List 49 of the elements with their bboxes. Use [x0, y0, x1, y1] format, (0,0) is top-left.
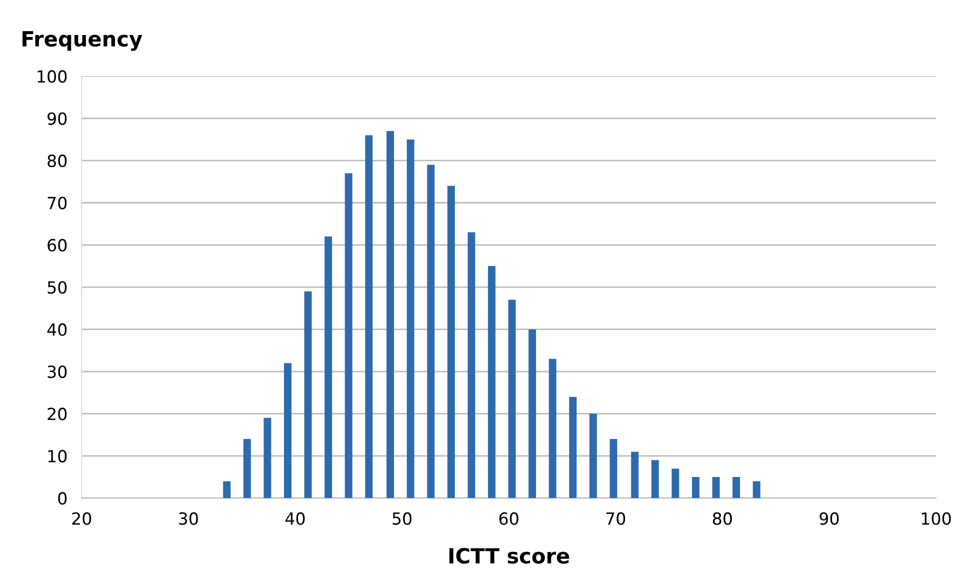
x-tick-label: 90: [820, 512, 839, 525]
bar: [488, 266, 496, 498]
bar: [610, 439, 618, 498]
y-tick-label: 90: [48, 112, 67, 125]
bar: [427, 164, 435, 498]
bar: [324, 236, 332, 498]
bar: [386, 131, 394, 498]
bar: [569, 396, 577, 498]
bar: [651, 460, 659, 498]
bar: [752, 481, 760, 498]
y-axis-title: Frequency: [22, 31, 142, 51]
bar: [631, 452, 639, 498]
x-tick-label: 40: [285, 512, 305, 525]
y-tick-label: 70: [48, 196, 67, 210]
bar: [712, 477, 720, 498]
y-tick-label: 10: [48, 450, 67, 462]
bar: [528, 329, 536, 498]
bar: [468, 232, 476, 498]
y-tick-label: 50: [48, 281, 67, 294]
bar: [264, 418, 272, 498]
x-tick-label: 50: [392, 512, 412, 525]
x-tick-label: 20: [72, 512, 92, 525]
bar: [344, 173, 352, 498]
bar: [284, 363, 292, 498]
y-tick-label: 40: [47, 323, 67, 336]
x-tick-label: 30: [179, 512, 198, 525]
y-tick-label: 30: [48, 365, 67, 378]
bar: [508, 300, 516, 498]
y-tick-label: 20: [48, 408, 67, 420]
y-tick-label: 80: [48, 154, 67, 168]
y-tick-label: 0: [58, 492, 67, 505]
bar: [732, 477, 740, 498]
bar: [548, 358, 556, 498]
bar: [304, 291, 312, 498]
y-tick-label: 60: [48, 238, 67, 252]
x-tick-label: 80: [712, 512, 732, 525]
x-tick-label: 70: [606, 512, 626, 525]
bar: [406, 139, 414, 498]
bar: [365, 135, 373, 498]
bar: [223, 481, 231, 498]
bar: [672, 468, 680, 498]
bar: [447, 186, 455, 498]
bar: [243, 439, 251, 498]
y-tick-label: 100: [38, 70, 67, 83]
x-axis-title: ICTT score: [449, 548, 570, 564]
bar: [589, 414, 597, 498]
x-tick-label: 100: [922, 512, 951, 525]
x-tick-label: 60: [499, 512, 518, 525]
bar: [692, 477, 700, 498]
